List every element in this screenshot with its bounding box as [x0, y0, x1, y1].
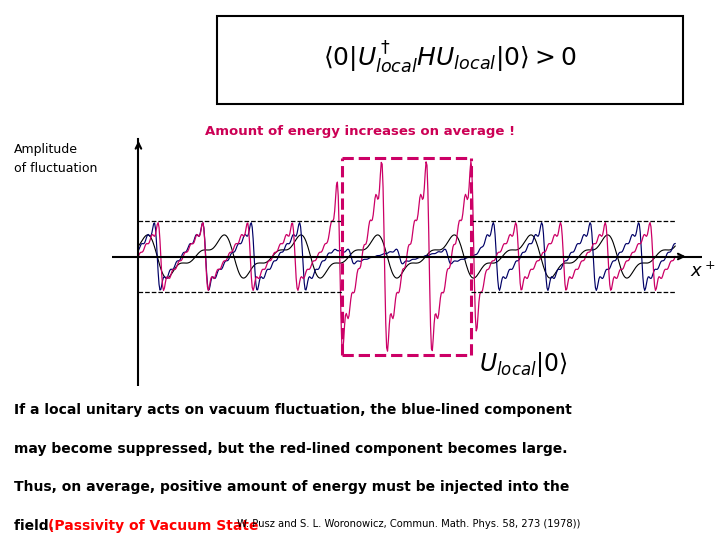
- Text: (Passivity of Vacuum State: (Passivity of Vacuum State: [48, 519, 258, 533]
- Text: W. Pusz and S. L. Woronowicz, Commun. Math. Phys. 58, 273 (1978)): W. Pusz and S. L. Woronowicz, Commun. Ma…: [235, 519, 581, 529]
- Text: Thus, on average, positive amount of energy must be injected into the: Thus, on average, positive amount of ene…: [14, 480, 570, 494]
- Text: of fluctuation: of fluctuation: [14, 162, 98, 175]
- Text: field.: field.: [14, 519, 59, 533]
- Text: If a local unitary acts on vacuum fluctuation, the blue-lined component: If a local unitary acts on vacuum fluctu…: [14, 403, 572, 417]
- Text: $U_{local}|0\rangle$: $U_{local}|0\rangle$: [480, 350, 568, 379]
- Text: $x^+$: $x^+$: [690, 261, 716, 281]
- Text: may become suppressed, but the red-lined component becomes large.: may become suppressed, but the red-lined…: [14, 442, 568, 456]
- Text: $\langle 0| U^\dagger_{local} H U_{local} |0\rangle > 0$: $\langle 0| U^\dagger_{local} H U_{local…: [323, 39, 577, 75]
- Text: Amount of energy increases on average !: Amount of energy increases on average !: [205, 125, 516, 138]
- Text: Amplitude: Amplitude: [14, 143, 78, 156]
